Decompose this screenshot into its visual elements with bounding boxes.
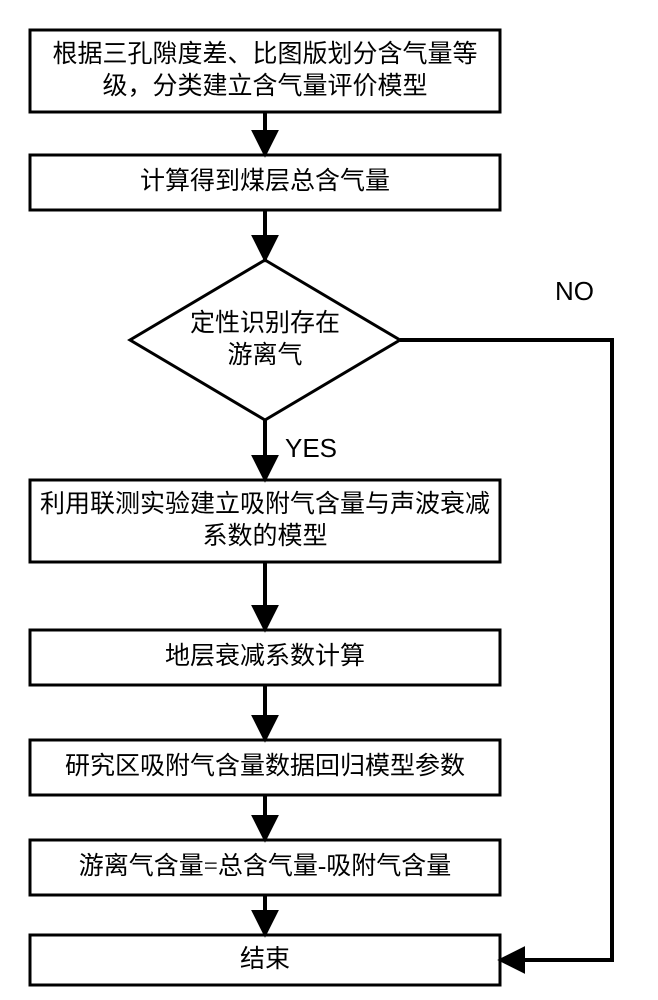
box-b2: 计算得到煤层总含气量 <box>30 155 500 210</box>
decision-d1: 定性识别存在游离气 <box>130 260 400 420</box>
box-b6: 游离气含量=总含气量-吸附气含量 <box>30 840 500 895</box>
box-b3-label: 利用联测实验建立吸附气含量与声波衰减系数的模型 <box>30 480 500 562</box>
decision-d1-label: 定性识别存在游离气 <box>180 300 350 380</box>
box-b2-label: 计算得到煤层总含气量 <box>30 155 500 210</box>
box-b7-label: 结束 <box>30 935 500 985</box>
box-b4-label: 地层衰减系数计算 <box>30 630 500 685</box>
box-b1: 根据三孔隙度差、比图版划分含气量等级，分类建立含气量评价模型 <box>30 30 500 112</box>
label-yes: YES <box>285 433 337 463</box>
box-b3: 利用联测实验建立吸附气含量与声波衰减系数的模型 <box>30 480 500 562</box>
box-b1-label: 根据三孔隙度差、比图版划分含气量等级，分类建立含气量评价模型 <box>30 30 500 112</box>
box-b5-label: 研究区吸附气含量数据回归模型参数 <box>30 740 500 795</box>
box-b7: 结束 <box>30 935 500 985</box>
label-no: NO <box>555 276 594 306</box>
box-b4: 地层衰减系数计算 <box>30 630 500 685</box>
box-b6-label: 游离气含量=总含气量-吸附气含量 <box>30 840 500 895</box>
box-b5: 研究区吸附气含量数据回归模型参数 <box>30 740 500 795</box>
